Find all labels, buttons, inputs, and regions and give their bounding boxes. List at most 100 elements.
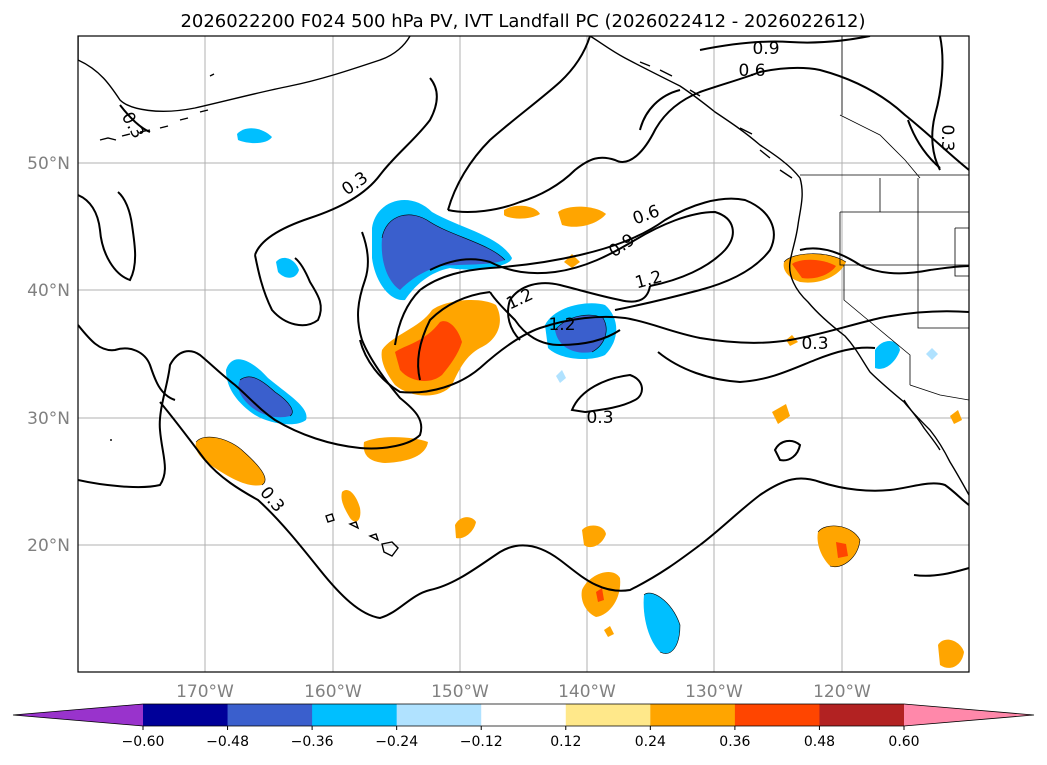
colorbar-extend-high: [904, 704, 1034, 726]
anomaly-outline: [817, 525, 861, 568]
anomaly-outline: [239, 376, 293, 417]
lon-tick-label: 170°W: [176, 682, 234, 702]
positive-anomaly-region: [938, 639, 964, 668]
map-frame: [77, 35, 970, 673]
pv-contour-line: [913, 567, 969, 577]
colorbar-tick-label: −0.24: [375, 734, 418, 750]
positive-anomaly-region: [564, 254, 580, 268]
positive-anomaly-region: [772, 404, 790, 424]
positive-anomaly-region: [604, 626, 614, 637]
us-mexico-border: [909, 384, 969, 401]
colorbar-segment: [565, 704, 651, 726]
positive-anomaly-region: [195, 437, 266, 486]
colorbar-segment: [312, 704, 398, 726]
positive-anomaly-region: [792, 259, 836, 279]
contour-label: 0.3: [801, 334, 828, 354]
positive-anomaly-region: [596, 588, 604, 602]
positive-anomaly-region: [836, 542, 848, 558]
north-america-west-coast: [788, 177, 969, 496]
us-state-borders: [839, 114, 969, 385]
pv-contour-line: [394, 197, 775, 346]
pv-shading: [195, 128, 964, 668]
lon-tick-label: 140°W: [558, 682, 616, 702]
colorbar-tick-label: −0.12: [460, 734, 503, 750]
pv-contour-line: [119, 104, 151, 133]
bc-islands: [639, 61, 793, 179]
lat-tick-label: 40°N: [27, 281, 70, 301]
lat-tick-label: 20°N: [27, 536, 70, 556]
political-borders: [800, 36, 969, 401]
positive-anomaly-region: [395, 321, 462, 382]
colorbar-tick-label: 0.48: [804, 734, 835, 750]
pv-contour-line: [639, 89, 681, 131]
anomaly-outlines: [195, 214, 861, 654]
anomaly-outline: [195, 436, 266, 486]
pv-contour-line: [359, 310, 969, 394]
pv-contours: [78, 36, 969, 620]
colorbar: −0.60 −0.48 −0.36 −0.24 −0.12 0.12 0.24 0.36 0.4…: [12, 703, 1035, 750]
latitude-tick-labels: 50°N 40°N 30°N 20°N: [27, 154, 70, 556]
hawaiian-islands: [325, 513, 399, 557]
positive-anomaly-region: [455, 517, 476, 539]
contour-label: 0.3: [937, 124, 957, 151]
lon-tick-label: 160°W: [304, 682, 362, 702]
anomaly-outline: [554, 314, 607, 353]
positive-anomaly-region: [363, 437, 428, 463]
contour-label: 0.6: [738, 61, 765, 81]
contour-label: 1.2: [548, 315, 575, 335]
pv-contour-line: [78, 191, 137, 282]
pv-contour-line: [570, 373, 643, 414]
anomaly-outline: [643, 592, 681, 654]
pv-contour-line: [254, 77, 438, 256]
lat-tick-label: 30°N: [27, 409, 70, 429]
colorbar-segment: [819, 704, 905, 726]
pv-contour-line: [799, 247, 969, 275]
anomaly-outline: [381, 214, 506, 261]
pv-contour-line: [507, 299, 521, 341]
pv-contour-line: [78, 324, 176, 401]
lon-tick-label: 150°W: [431, 682, 489, 702]
colorbar-tick-label: 0.60: [888, 734, 919, 750]
alaska-coastline: [78, 36, 411, 112]
pv-contour-line: [657, 346, 876, 384]
coastlines: [78, 36, 969, 557]
anomaly-outline: [783, 253, 847, 263]
longitude-tick-labels: 170°W 160°W 150°W 140°W 130°W 120°W: [176, 682, 871, 702]
map-panel: 0.9 0.6 0.3 0.3 0.6 0.9 1.2 1.2 1.2 0.3 …: [77, 35, 970, 673]
colorbar-segment: [143, 704, 229, 726]
negative-anomaly-region: [238, 376, 293, 418]
colorbar-tick-label: −0.36: [291, 734, 334, 750]
pv-contour-line: [417, 291, 491, 381]
negative-anomaly-region: [381, 214, 505, 290]
negative-anomaly-region: [556, 370, 566, 383]
positive-anomaly-region: [504, 205, 540, 219]
negative-anomaly-region: [643, 593, 680, 654]
pv-contour-line: [447, 36, 591, 211]
negative-anomaly-region: [926, 348, 938, 360]
map-background: [78, 36, 969, 672]
positive-anomaly-region: [582, 525, 606, 548]
colorbar-tick-label: 0.12: [550, 734, 581, 750]
pv-contour-line: [447, 66, 969, 213]
negative-anomaly-region: [875, 341, 900, 369]
figure-title: 2026022200 F024 500 hPa PV, IVT Landfall…: [180, 11, 865, 32]
lon-tick-label: 130°W: [685, 682, 743, 702]
pv-contour-line: [509, 282, 651, 303]
colorbar-segment: [481, 704, 567, 726]
pv-contour-line: [489, 291, 621, 347]
pv-contour-line: [699, 36, 871, 51]
alaska-panhandle-coast: [589, 36, 801, 179]
negative-anomaly-region: [237, 128, 272, 144]
colorbar-extend-low: [13, 704, 143, 726]
pv-contour-line: [773, 439, 802, 462]
pv-contour-line: [78, 231, 423, 489]
positive-anomaly-region: [341, 489, 361, 522]
contour-label: 0.9: [752, 39, 779, 59]
positive-anomaly-region: [950, 410, 962, 424]
negative-anomaly-region: [276, 257, 299, 278]
baja-coast: [903, 399, 941, 451]
pv-contour-line: [931, 36, 944, 171]
lon-tick-label: 120°W: [813, 682, 871, 702]
contour-label: 0.3: [586, 408, 613, 428]
